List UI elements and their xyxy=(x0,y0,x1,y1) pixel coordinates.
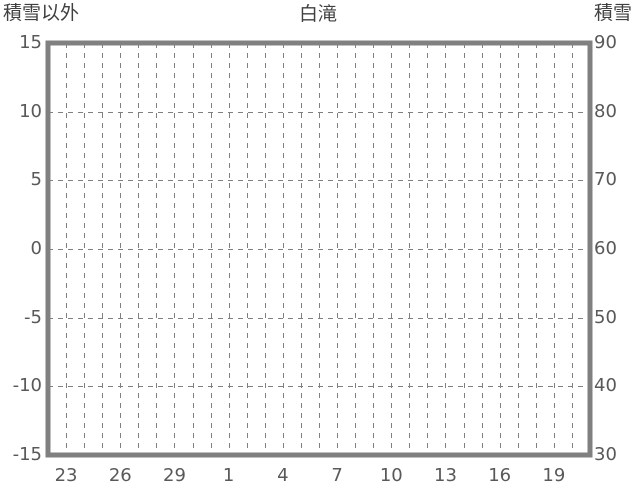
y-tick-right-70: 70 xyxy=(594,169,617,191)
x-tick-13: 13 xyxy=(434,465,457,486)
y-tick-left--5: -5 xyxy=(24,306,42,328)
y-tick-right-80: 80 xyxy=(594,100,617,122)
x-tick-16: 16 xyxy=(488,465,512,486)
chart-title: 白滝 xyxy=(298,3,337,25)
x-tick-4: 4 xyxy=(277,465,289,486)
x-tick-7: 7 xyxy=(331,465,343,486)
y-tick-right-40: 40 xyxy=(594,375,617,397)
y-tick-left-15: 15 xyxy=(19,32,42,53)
x-tick-19: 19 xyxy=(542,465,566,486)
x-tick-10: 10 xyxy=(379,465,403,486)
x-tick-29: 29 xyxy=(163,465,186,486)
y-tick-left-10: 10 xyxy=(19,100,42,122)
right-axis-label: 積雪 xyxy=(593,2,632,24)
left-axis-label: 積雪以外 xyxy=(3,2,80,24)
x-tick-26: 26 xyxy=(108,465,132,486)
y-tick-right-60: 60 xyxy=(594,238,617,259)
x-tick-1: 1 xyxy=(222,465,235,486)
y-tick-left--10: -10 xyxy=(12,375,42,397)
y-tick-left--15: -15 xyxy=(12,444,42,465)
y-tick-right-90: 90 xyxy=(594,32,617,53)
y-tick-right-50: 50 xyxy=(594,306,617,328)
y-tick-right-30: 30 xyxy=(594,444,617,465)
x-tick-23: 23 xyxy=(54,465,78,486)
y-tick-left-5: 5 xyxy=(30,169,42,191)
y-tick-left-0: 0 xyxy=(30,238,42,259)
